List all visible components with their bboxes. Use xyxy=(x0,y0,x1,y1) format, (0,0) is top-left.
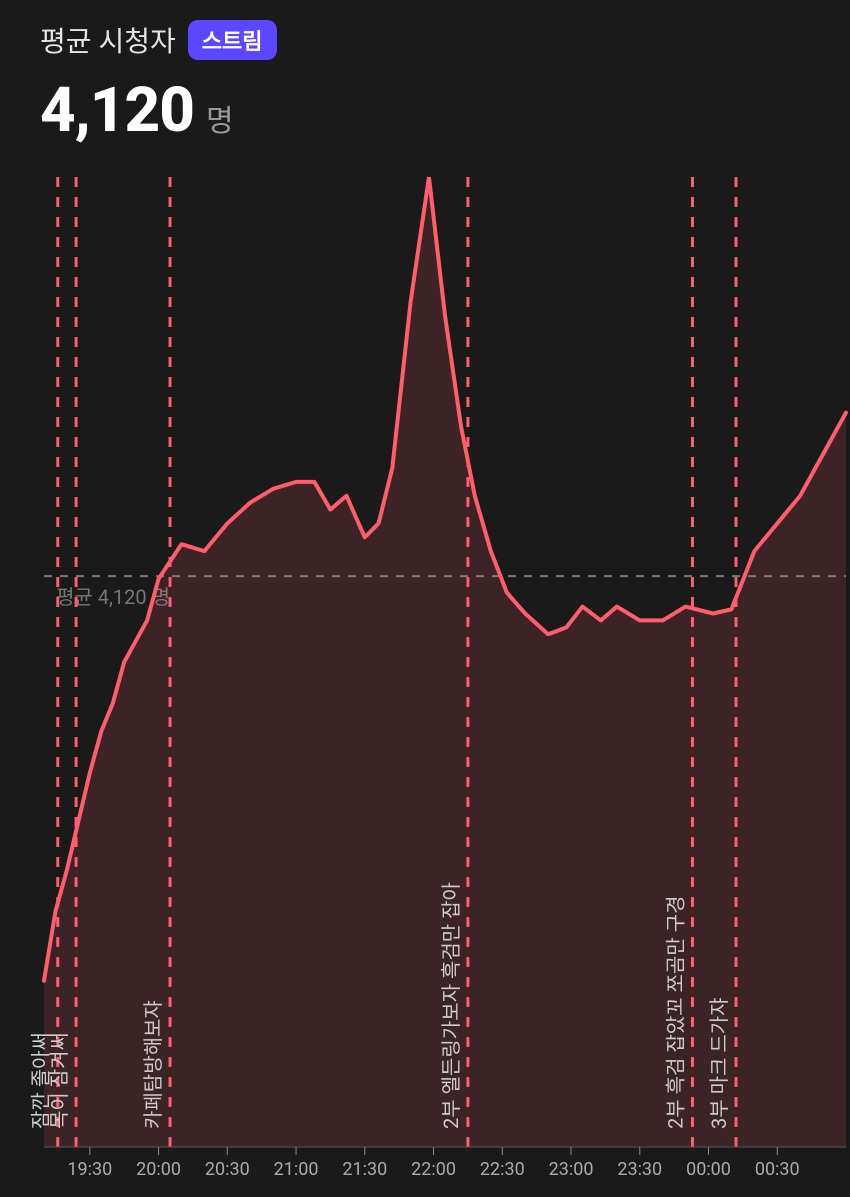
chart-marker-label: 2부 흑검 잡았꼬 쪼곰만 구경 xyxy=(663,896,687,1129)
x-tick-label: 00:30 xyxy=(755,1159,800,1177)
stream-badge[interactable]: 스트림 xyxy=(188,20,277,60)
value-row: 4,120 명 xyxy=(0,74,850,177)
x-tick-label: 20:30 xyxy=(205,1159,250,1177)
viewer-chart: 평균 4,120 명잠깐 졸아써목이 잠겨써카페탐방해보쟈2부 엘든링가보자 흑… xyxy=(0,177,850,1177)
chart-marker-label: 카페탐방해보쟈 xyxy=(141,1000,165,1129)
x-tick-label: 20:00 xyxy=(136,1159,181,1177)
x-tick-label: 19:30 xyxy=(67,1159,112,1177)
header: 평균 시청자 스트림 xyxy=(0,0,850,70)
chart-marker-label: 3부 마크 드가쟈 xyxy=(707,997,731,1129)
main-value: 4,120 xyxy=(40,74,194,147)
x-tick-label: 23:00 xyxy=(549,1159,594,1177)
x-tick-label: 21:30 xyxy=(342,1159,387,1177)
chart-marker-label: 2부 엘든링가보자 흑검만 잡아 xyxy=(439,882,463,1129)
header-title: 평균 시청자 xyxy=(40,20,176,60)
x-tick-label: 23:30 xyxy=(617,1159,662,1177)
x-tick-label: 21:00 xyxy=(274,1159,319,1177)
x-tick-label: 22:00 xyxy=(411,1159,456,1177)
chart-marker-label: 목이 잠겨써 xyxy=(47,1032,71,1129)
x-tick-label: 22:30 xyxy=(480,1159,525,1177)
main-unit: 명 xyxy=(206,96,234,140)
x-tick-label: 00:00 xyxy=(686,1159,731,1177)
chart-svg: 평균 4,120 명잠깐 졸아써목이 잠겨써카페탐방해보쟈2부 엘든링가보자 흑… xyxy=(0,177,850,1177)
